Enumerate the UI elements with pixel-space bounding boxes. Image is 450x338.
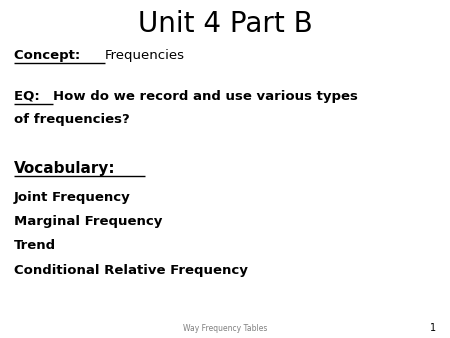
Text: Vocabulary:: Vocabulary: [14, 162, 115, 176]
Text: Conditional Relative Frequency: Conditional Relative Frequency [14, 264, 248, 277]
Text: 1: 1 [430, 323, 436, 333]
Text: Way Frequency Tables: Way Frequency Tables [183, 324, 267, 333]
Text: of frequencies?: of frequencies? [14, 114, 129, 126]
Text: Concept:: Concept: [14, 49, 85, 62]
Text: Marginal Frequency: Marginal Frequency [14, 215, 162, 228]
Text: Joint Frequency: Joint Frequency [14, 191, 130, 204]
Text: Trend: Trend [14, 239, 56, 251]
Text: Unit 4 Part B: Unit 4 Part B [138, 10, 312, 38]
Text: How do we record and use various types: How do we record and use various types [53, 90, 358, 103]
Text: EQ:: EQ: [14, 90, 44, 103]
Text: Frequencies: Frequencies [105, 49, 185, 62]
